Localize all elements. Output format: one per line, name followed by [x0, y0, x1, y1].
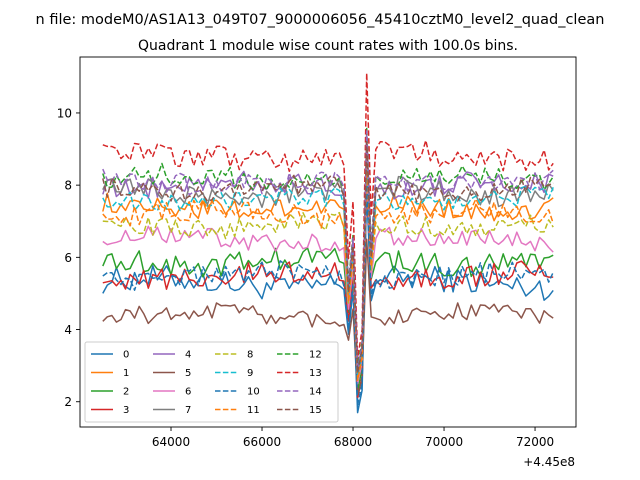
- x-offset-text: +4.45e8: [523, 455, 575, 469]
- figure-suptitle: n file: modeM0/AS1A13_049T07_9000006056_…: [36, 12, 605, 28]
- y-tick-label: 8: [64, 179, 72, 193]
- series-line-10: [102, 184, 554, 407]
- legend-label: 9: [247, 368, 253, 379]
- x-tick-label: 66000: [243, 435, 281, 449]
- legend-label: 10: [247, 387, 260, 398]
- legend-label: 7: [185, 405, 191, 416]
- legend-box: [84, 341, 339, 423]
- legend-label: 8: [247, 350, 253, 361]
- series-line-1: [102, 148, 554, 381]
- legend-label: 2: [123, 387, 129, 398]
- legend-label: 15: [309, 405, 322, 416]
- series-line-5: [102, 238, 554, 396]
- series-line-15: [102, 141, 554, 374]
- chart-title: Quadrant 1 module wise count rates with …: [138, 38, 518, 54]
- series-line-3: [102, 177, 554, 399]
- x-tick-label: 68000: [334, 435, 372, 449]
- series-line-11: [102, 151, 554, 381]
- x-tick-label: 72000: [516, 435, 554, 449]
- series-line-8: [102, 159, 554, 381]
- legend-label: 4: [185, 350, 191, 361]
- y-tick-label: 4: [64, 323, 72, 337]
- y-tick-label: 6: [64, 251, 72, 265]
- legend-label: 11: [247, 405, 260, 416]
- legend-label: 0: [123, 350, 129, 361]
- y-tick-label: 10: [57, 106, 72, 120]
- legend-label: 12: [309, 350, 322, 361]
- legend-label: 5: [185, 368, 191, 379]
- legend-label: 13: [309, 368, 322, 379]
- legend-label: 1: [123, 368, 129, 379]
- x-tick-label: 70000: [425, 435, 463, 449]
- legend-label: 14: [309, 387, 322, 398]
- plot-frame: [79, 56, 577, 428]
- legend-label: 6: [185, 387, 191, 398]
- series-line-13: [102, 72, 554, 360]
- series-line-9: [102, 148, 554, 378]
- series-line-6: [102, 169, 554, 385]
- series-layer: [102, 72, 554, 414]
- x-axis: 64000 66000 68000 70000 72000: [152, 427, 554, 449]
- x-tick-label: 64000: [152, 435, 190, 449]
- y-tick-label: 2: [64, 395, 72, 409]
- legend-label: 3: [123, 405, 129, 416]
- y-axis: 2 4 6 8 10: [57, 106, 80, 409]
